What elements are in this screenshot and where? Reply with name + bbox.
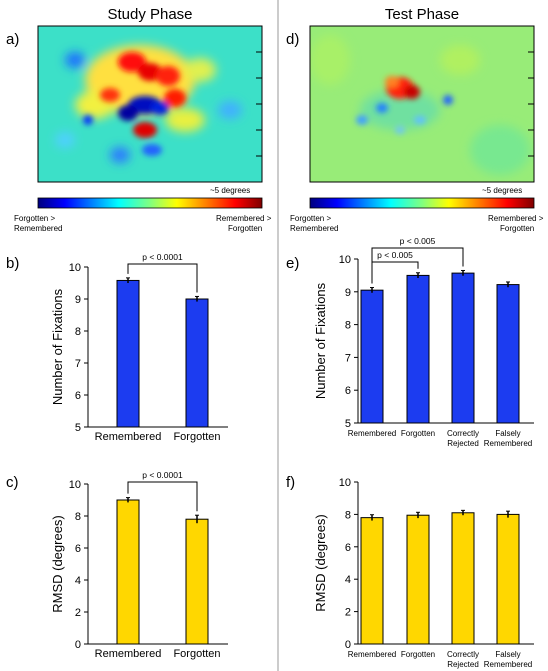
category-label-f: Remembered	[484, 660, 532, 669]
y-tick-label-f: 4	[345, 574, 351, 586]
bar-c	[185, 518, 209, 645]
y-tick-label-b: 10	[69, 262, 81, 274]
y-tick-label-b: 6	[75, 390, 81, 402]
bar-chart-b: 5 6 7 8 9 10 Number of Fixations Remembered Forg…	[50, 252, 228, 443]
y-tick-label-f: 8	[345, 509, 351, 521]
heatmap-study-scale: ~5 degrees	[210, 186, 250, 195]
y-axis-label-f: RMSD (degrees)	[313, 514, 328, 612]
y-tick-label-b: 8	[75, 326, 81, 338]
y-tick-label-e: 7	[345, 352, 351, 364]
bar-chart-f: 0 2 4 6 8 10 RMSD (degrees) Remembered Forgotten…	[313, 477, 534, 669]
significance-label-e: p < 0.005	[400, 236, 436, 246]
bar-b	[185, 298, 209, 428]
bar-f	[496, 513, 520, 645]
bar-f	[360, 517, 384, 645]
colorbar-study	[37, 197, 263, 209]
category-label-e: Falsely	[495, 429, 520, 438]
panel-label-f: f)	[286, 474, 295, 491]
significance-label-b: p < 0.0001	[142, 252, 183, 262]
y-tick-label-e: 10	[339, 254, 351, 266]
bar-e	[406, 274, 430, 424]
panel-label-e: e)	[286, 255, 299, 272]
category-label-e: Rejected	[447, 439, 479, 448]
y-axis-label-b: Number of Fixations	[50, 288, 65, 405]
heatmap-test-scale: ~5 degrees	[482, 186, 522, 195]
bar-f	[451, 512, 475, 645]
y-tick-label-f: 6	[345, 542, 351, 554]
significance-label-e: p < 0.005	[377, 250, 413, 260]
bar-c	[116, 499, 140, 645]
category-label-e: Remembered	[484, 439, 532, 448]
y-tick-label-c: 10	[69, 479, 81, 491]
colorbar-test	[309, 197, 535, 209]
colorbar-study-right-2: Forgotten	[228, 224, 262, 233]
panel-label-a: a)	[6, 31, 19, 48]
colorbar-test-right-2: Forgotten	[500, 224, 534, 233]
y-tick-label-c: 8	[75, 511, 81, 523]
bar-e	[360, 289, 384, 424]
y-tick-label-c: 2	[75, 607, 81, 619]
category-label-e: Forgotten	[401, 429, 435, 438]
significance-bracket-b	[127, 263, 198, 293]
colorbar-test-right-1: Remembered >	[488, 214, 544, 223]
y-tick-label-b: 9	[75, 294, 81, 306]
y-tick-label-c: 4	[75, 575, 81, 587]
bar-b	[116, 279, 140, 428]
category-label-f: Correctly	[447, 650, 479, 659]
colorbar-study-right-1: Remembered >	[216, 214, 272, 223]
y-tick-label-b: 7	[75, 358, 81, 370]
panel-label-c: c)	[6, 474, 19, 491]
colorbar-test-left-2: Remembered	[290, 224, 338, 233]
category-label-f: Falsely	[495, 650, 520, 659]
category-label-e: Correctly	[447, 429, 479, 438]
y-tick-label-f: 10	[339, 477, 351, 489]
y-tick-label-f: 2	[345, 607, 351, 619]
y-tick-label-f: 0	[345, 639, 351, 651]
category-label-b: Forgotten	[173, 431, 220, 443]
category-label-f: Rejected	[447, 660, 479, 669]
y-axis-label-c: RMSD (degrees)	[50, 515, 65, 613]
y-tick-label-c: 0	[75, 639, 81, 651]
y-tick-label-e: 9	[345, 287, 351, 299]
significance-bracket-c	[127, 481, 198, 512]
heatmap-test	[310, 26, 534, 182]
colorbar-study-left-1: Forgotten >	[14, 214, 55, 223]
y-tick-label-e: 8	[345, 320, 351, 332]
panel-label-d: d)	[286, 31, 299, 48]
category-label-f: Remembered	[348, 650, 396, 659]
test-phase-title: Test Phase	[385, 6, 459, 23]
bar-e	[496, 284, 520, 424]
category-label-c: Forgotten	[173, 648, 220, 660]
significance-label-c: p < 0.0001	[142, 470, 183, 480]
bar-charts: 5 6 7 8 9 10 Number of Fixations Remembered Forg…	[50, 236, 534, 669]
significance-bracket-e	[371, 247, 464, 284]
bar-chart-c: 0 2 4 6 8 10 RMSD (degrees) Remembered Forgotten…	[50, 470, 228, 660]
category-label-c: Remembered	[95, 648, 162, 660]
bar-chart-e: 5 6 7 8 9 10 Number of Fixations Remembered Forg…	[313, 236, 534, 448]
colorbar-test-left-1: Forgotten >	[290, 214, 331, 223]
bar-e	[451, 272, 475, 424]
heatmap-study	[38, 26, 262, 182]
category-label-b: Remembered	[95, 431, 162, 443]
y-tick-label-b: 5	[75, 422, 81, 434]
colorbar-study-left-2: Remembered	[14, 224, 62, 233]
panel-label-b: b)	[6, 255, 19, 272]
y-tick-label-c: 6	[75, 543, 81, 555]
category-label-f: Forgotten	[401, 650, 435, 659]
y-tick-label-e: 5	[345, 418, 351, 430]
y-tick-label-e: 6	[345, 385, 351, 397]
category-label-e: Remembered	[348, 429, 396, 438]
study-phase-title: Study Phase	[107, 6, 192, 23]
bar-f	[406, 514, 430, 645]
y-axis-label-e: Number of Fixations	[313, 282, 328, 399]
